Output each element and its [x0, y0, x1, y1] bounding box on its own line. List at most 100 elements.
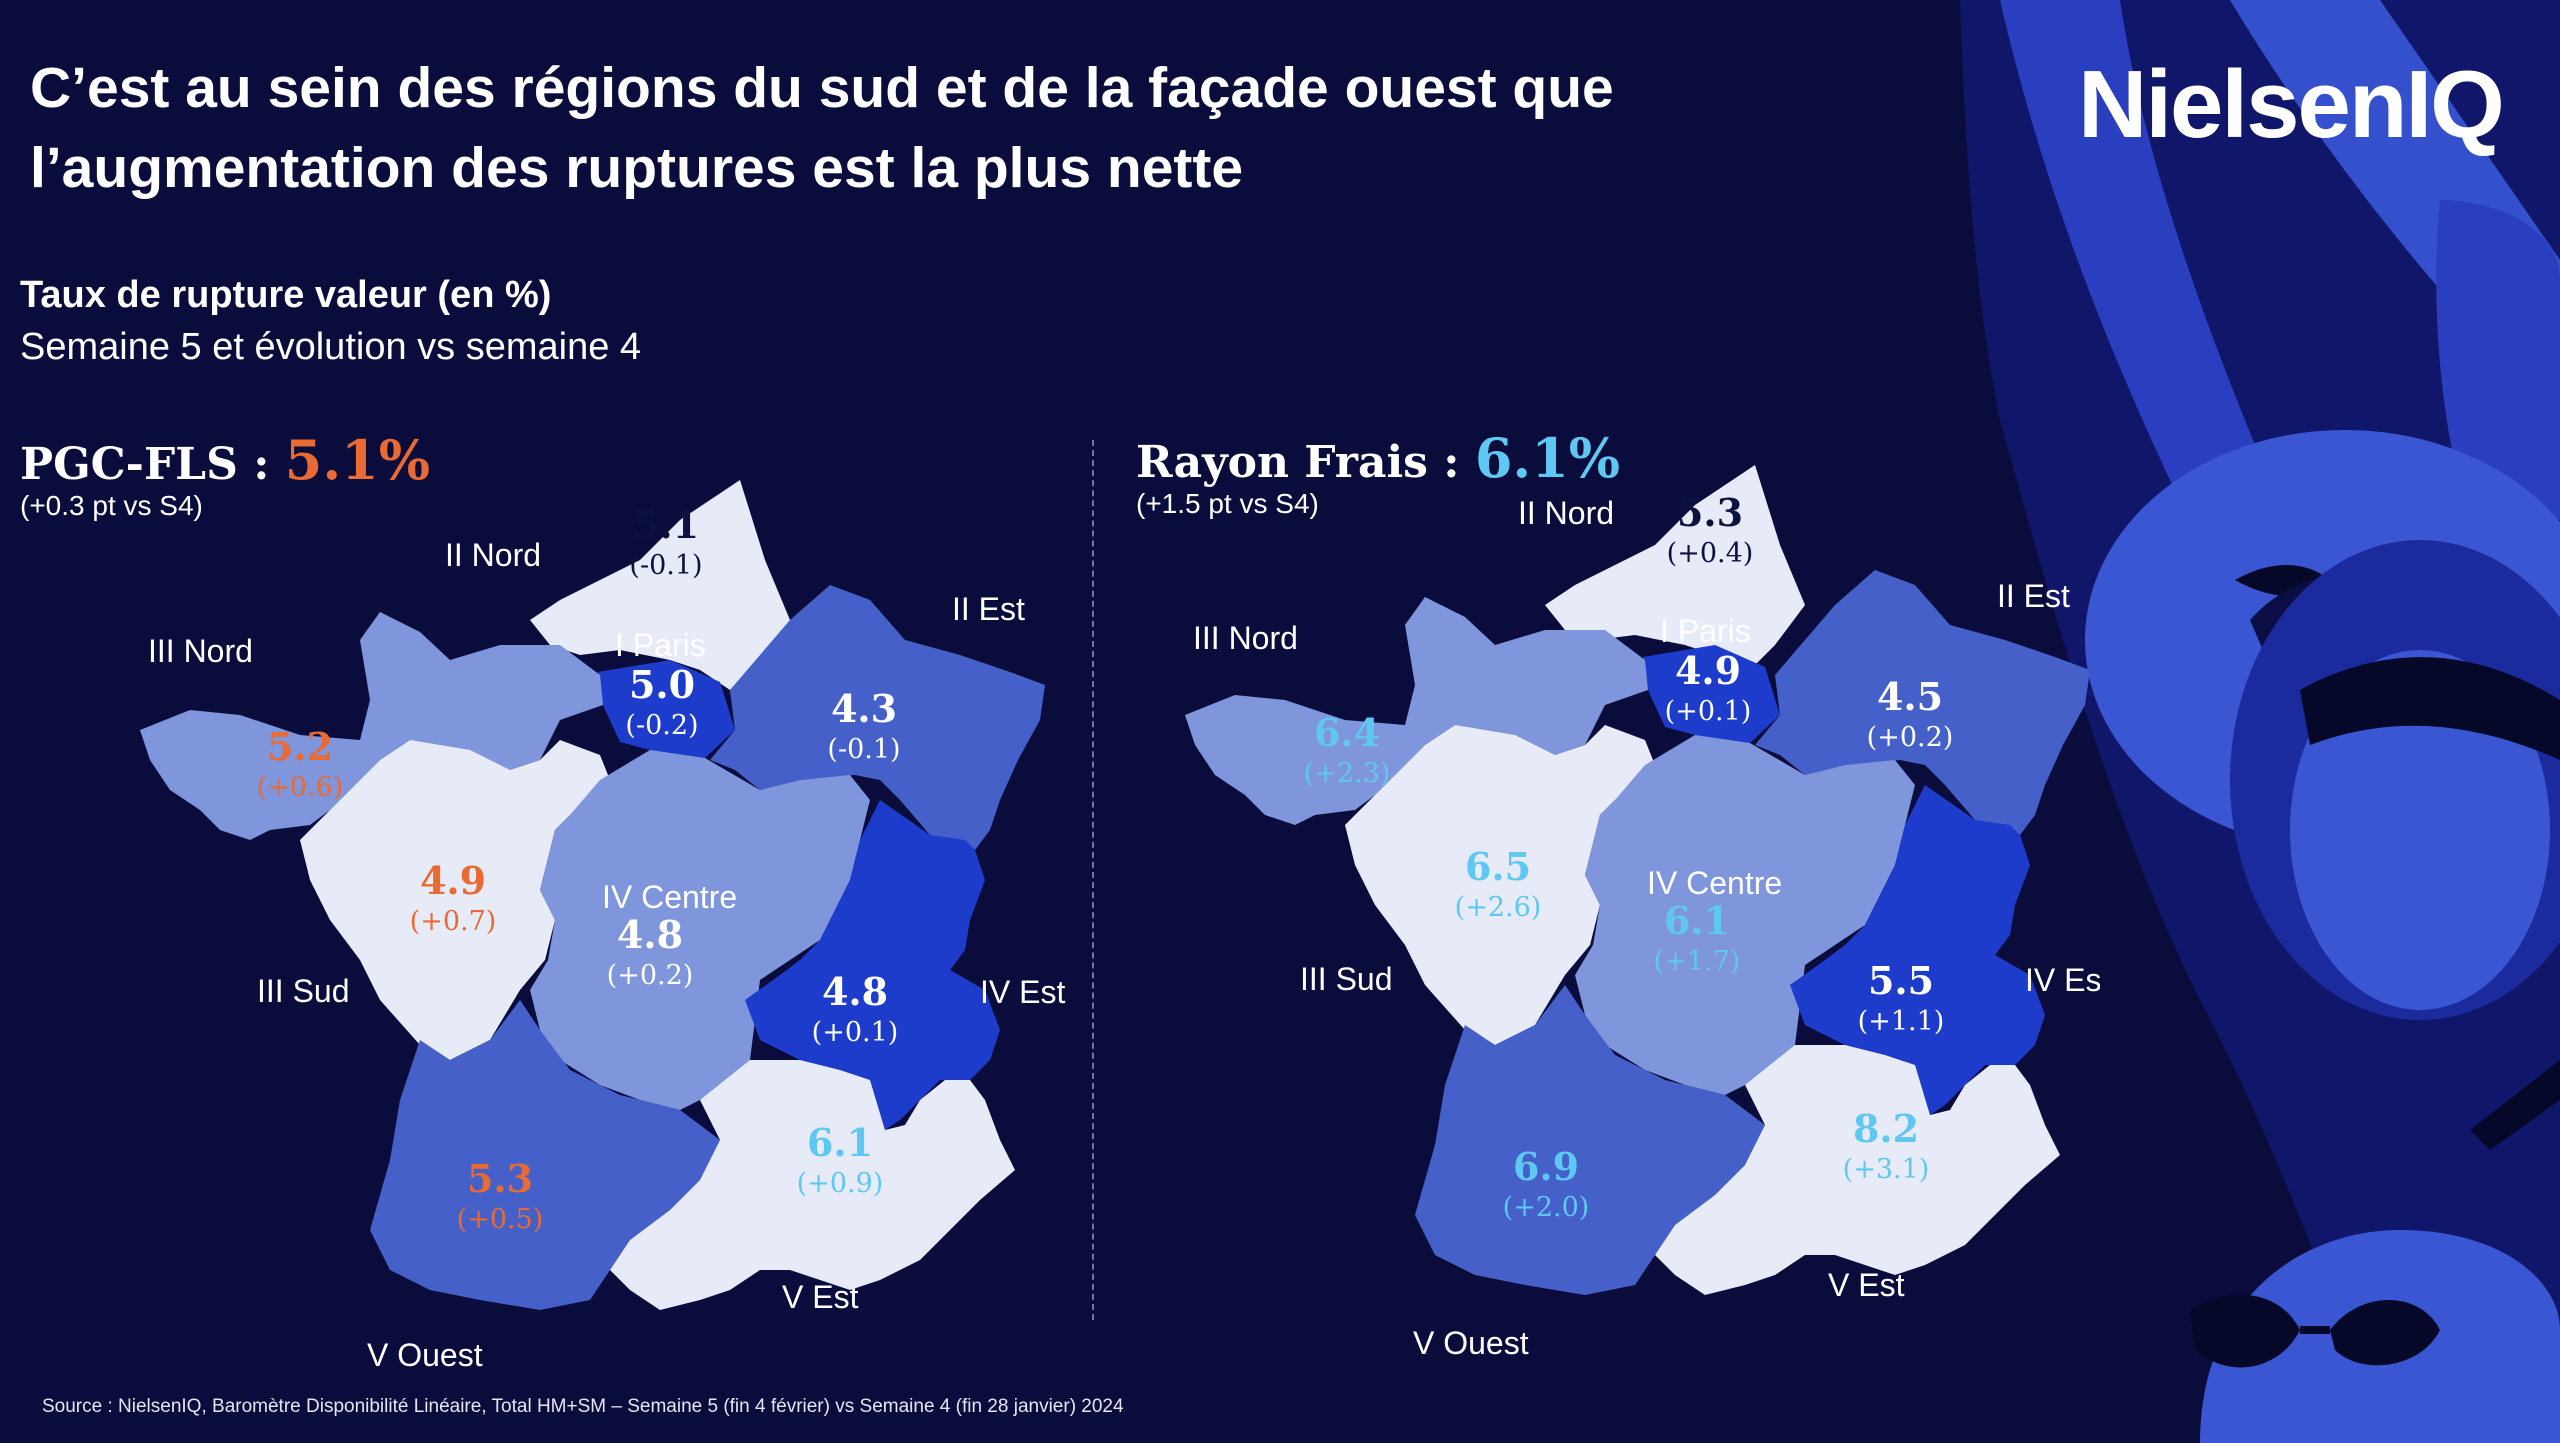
- chart-subtitle: Semaine 5 et évolution vs semaine 4: [20, 326, 642, 368]
- region-value-ii-nord: 5.1: [633, 502, 699, 547]
- region-change-i-paris: (+0.1): [1665, 696, 1752, 727]
- region-label-iv-est: IV Est: [2025, 962, 2100, 998]
- region-label-ii-nord: II Nord: [445, 537, 541, 573]
- region-ii-nord: [1545, 465, 1805, 675]
- region-change-ii-nord: (-0.1): [629, 550, 702, 581]
- region-change-i-paris: (-0.2): [625, 710, 698, 741]
- region-value-iv-est: 4.8: [822, 969, 888, 1014]
- region-iii-sud: [1345, 725, 1655, 1045]
- region-change-ii-nord: (+0.4): [1667, 538, 1754, 569]
- region-label-i-paris: I Paris: [1660, 613, 1751, 649]
- region-ii-est: [1755, 570, 2090, 835]
- kpi-change: (+1.5 pt vs S4): [1136, 488, 1319, 519]
- region-figure-i-paris: 4.9(+0.1): [1665, 648, 1752, 727]
- region-change-iv-centre: (+0.2): [607, 960, 694, 991]
- region-label-ii-nord: II Nord: [1518, 495, 1614, 531]
- region-i-paris: [598, 660, 735, 760]
- region-value-iv-est: 5.5: [1868, 958, 1934, 1003]
- region-label-v-ouest: V Ouest: [1413, 1325, 1529, 1361]
- region-change-v-ouest: (+0.5): [457, 1204, 544, 1235]
- nielseniq-logo: NielsenIQ: [2078, 51, 2505, 158]
- region-change-v-est: (+0.9): [797, 1168, 884, 1199]
- page-title: C’est au sein des régions du sud et de l…: [30, 56, 1614, 200]
- kpi-value: 5.1%: [284, 428, 431, 492]
- region-change-v-ouest: (+2.0): [1503, 1192, 1590, 1223]
- region-figure-v-ouest: 5.3(+0.5): [457, 1156, 544, 1235]
- source-note: Source : NielsenIQ, Baromètre Disponibil…: [42, 1396, 1124, 1417]
- kpi-pgc-fls: PGC-FLS : 5.1%: [20, 428, 430, 492]
- region-label-ii-est: II Est: [1997, 578, 2070, 614]
- region-iii-nord: [140, 612, 603, 840]
- map-divider: [1092, 440, 1094, 1320]
- region-value-iii-nord: 5.2: [267, 724, 333, 769]
- region-figure-iii-nord: 6.4(+2.3): [1304, 710, 1391, 789]
- region-i-paris: [1643, 645, 1780, 745]
- region-value-ii-nord: 5.3: [1677, 490, 1743, 535]
- region-label-iii-sud: III Sud: [257, 973, 350, 1009]
- region-figure-i-paris: 5.0(-0.2): [625, 662, 698, 741]
- region-ii-nord: [530, 480, 790, 690]
- region-change-ii-est: (-0.1): [827, 734, 900, 765]
- region-iv-est: [1790, 785, 2045, 1115]
- region-figure-v-est: 6.1(+0.9): [797, 1120, 884, 1199]
- region-label-ii-est: II Est: [952, 591, 1025, 627]
- region-value-ii-est: 4.3: [831, 686, 897, 731]
- region-figure-ii-nord: 5.1(-0.1): [629, 502, 702, 581]
- region-label-iii-sud: III Sud: [1300, 961, 1393, 997]
- region-label-iii-nord: III Nord: [1193, 620, 1298, 656]
- region-ii-est: [710, 585, 1045, 850]
- region-change-v-est: (+3.1): [1843, 1154, 1930, 1185]
- region-value-v-ouest: 6.9: [1513, 1144, 1579, 1189]
- region-label-v-est: V Est: [1828, 1267, 1905, 1303]
- region-v-ouest: [370, 1000, 720, 1310]
- region-change-iii-sud: (+2.6): [1455, 892, 1542, 923]
- region-label-i-paris: I Paris: [615, 627, 706, 663]
- region-iv-centre: [1575, 735, 1915, 1095]
- chart-subheading: Taux de rupture valeur (en %): [20, 274, 552, 316]
- region-change-iv-centre: (+1.7): [1654, 946, 1741, 977]
- region-v-ouest: [1415, 985, 1765, 1295]
- region-figure-ii-est: 4.3(-0.1): [827, 686, 900, 765]
- region-value-iii-sud: 6.5: [1465, 844, 1531, 889]
- region-figure-iii-sud: 6.5(+2.6): [1455, 844, 1542, 923]
- map-rayon-frais: II Nord I Paris II Est III Nord III Sud …: [1185, 465, 2100, 1361]
- region-iii-sud: [300, 740, 610, 1060]
- kpi-value: 6.1%: [1474, 426, 1621, 490]
- region-value-v-est: 6.1: [807, 1120, 873, 1165]
- region-change-iv-est: (+0.1): [812, 1017, 899, 1048]
- region-figure-v-ouest: 6.9(+2.0): [1503, 1144, 1590, 1223]
- region-label-iii-nord: III Nord: [148, 633, 253, 669]
- region-figure-iii-nord: 5.2(+0.6): [257, 724, 344, 803]
- region-figure-iv-centre: 6.1(+1.7): [1654, 898, 1741, 977]
- region-figure-v-est: 8.2(+3.1): [1843, 1106, 1930, 1185]
- region-change-iii-nord: (+2.3): [1304, 758, 1391, 789]
- region-label-iv-centre: IV Centre: [602, 879, 737, 915]
- region-v-est: [1655, 1045, 2060, 1295]
- region-value-i-paris: 4.9: [1675, 648, 1741, 693]
- kpi-change: (+0.3 pt vs S4): [20, 490, 203, 521]
- region-change-iii-sud: (+0.7): [410, 906, 497, 937]
- region-v-est: [610, 1060, 1015, 1310]
- region-label-iv-est: IV Est: [980, 974, 1065, 1010]
- region-figure-iv-est: 5.5(+1.1): [1858, 958, 1945, 1037]
- region-change-iv-est: (+1.1): [1858, 1006, 1945, 1037]
- region-figure-iii-sud: 4.9(+0.7): [410, 858, 497, 937]
- region-figure-iv-centre: 4.8(+0.2): [607, 912, 694, 991]
- region-change-ii-est: (+0.2): [1867, 722, 1954, 753]
- kpi-rayon-frais: Rayon Frais : 6.1%: [1136, 426, 1620, 490]
- region-value-v-ouest: 5.3: [467, 1156, 533, 1201]
- region-figure-ii-est: 4.5(+0.2): [1867, 674, 1954, 753]
- region-label-v-est: V Est: [782, 1279, 859, 1315]
- region-iii-nord: [1185, 597, 1648, 825]
- region-value-ii-est: 4.5: [1877, 674, 1943, 719]
- region-value-iv-centre: 6.1: [1664, 898, 1730, 943]
- region-iv-est: [745, 800, 1000, 1130]
- region-label-iv-centre: IV Centre: [1647, 865, 1782, 901]
- kpi-category: PGC-FLS :: [20, 439, 270, 490]
- region-figure-ii-nord: 5.3(+0.4): [1667, 490, 1754, 569]
- region-figure-iv-est: 4.8(+0.1): [812, 969, 899, 1048]
- region-value-iii-nord: 6.4: [1314, 710, 1380, 755]
- region-value-i-paris: 5.0: [629, 662, 695, 707]
- kpi-category: Rayon Frais :: [1136, 437, 1460, 488]
